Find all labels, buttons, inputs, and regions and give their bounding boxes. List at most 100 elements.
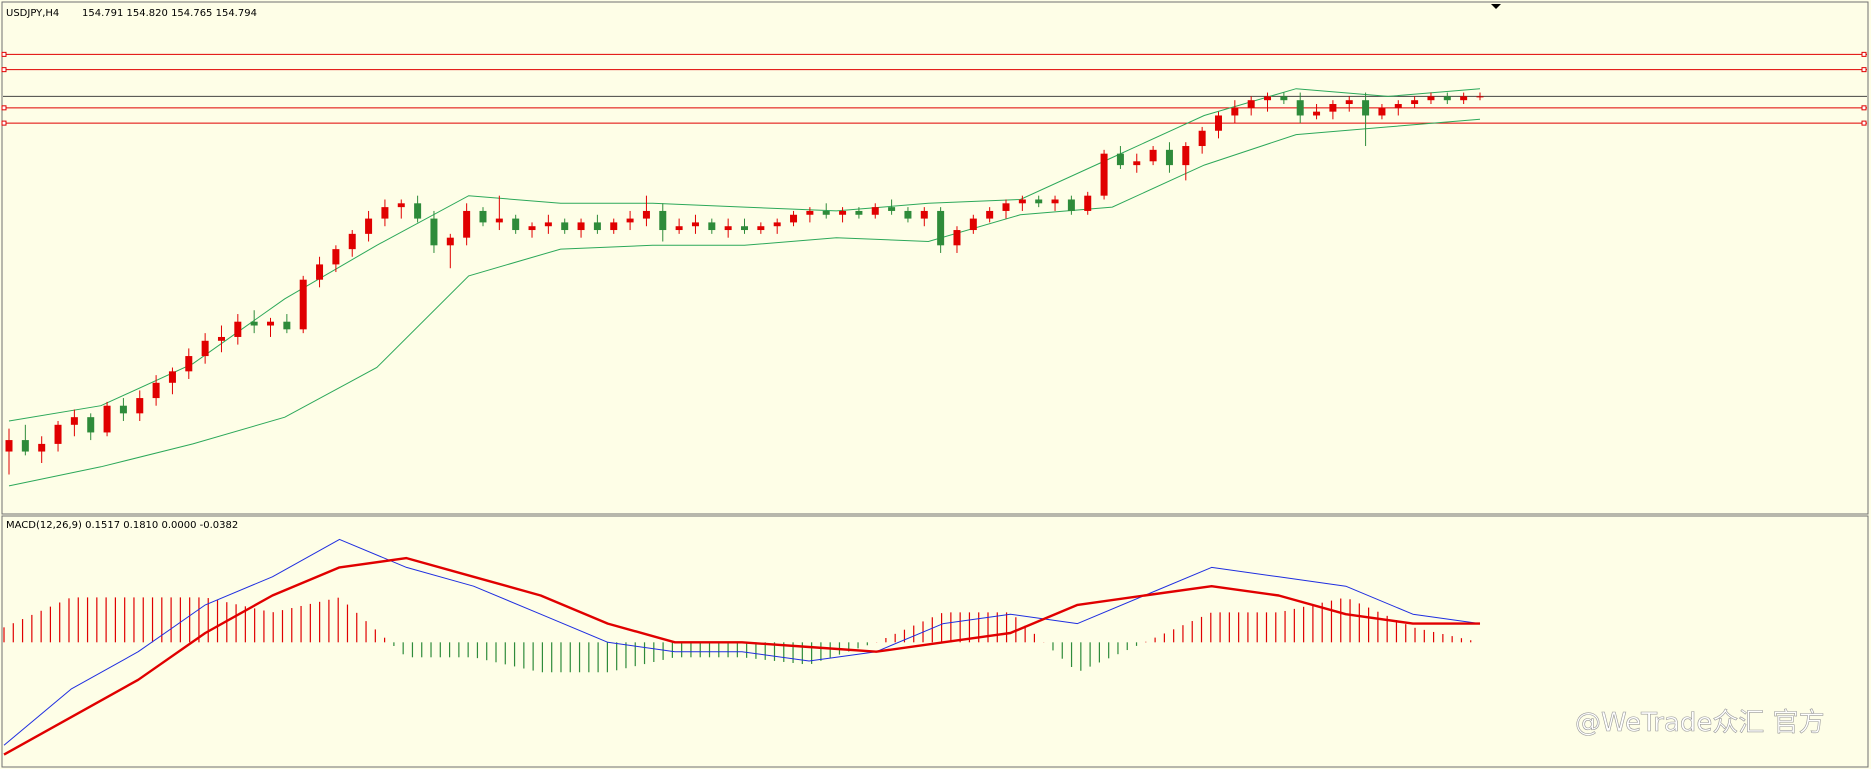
candle-body [1427, 96, 1435, 101]
level-handle [1, 120, 7, 126]
candle-body [38, 443, 46, 452]
macd-lines [3, 538, 1481, 756]
candle-body [414, 203, 422, 219]
level-handle [1, 105, 7, 111]
candle-body [103, 405, 111, 433]
candle-body [561, 222, 569, 231]
candle-body [381, 207, 389, 219]
candle-body [1067, 199, 1075, 211]
bollinger-upper-line [8, 88, 1481, 422]
candle-body [1100, 153, 1108, 196]
candle-body [1378, 107, 1386, 116]
candle-body [822, 210, 830, 215]
candle-body [1051, 199, 1059, 204]
candle-body [855, 210, 863, 215]
candle-body [430, 218, 438, 246]
candle-body [54, 424, 62, 444]
horizontal-levels [1, 51, 1867, 126]
candle-body [397, 203, 405, 208]
level-handle [1861, 105, 1867, 111]
candle-body [986, 210, 994, 219]
candle-body [1149, 149, 1157, 162]
candle-body [593, 222, 601, 231]
shift-marker-icon [1491, 4, 1501, 9]
candle-body [1443, 96, 1451, 101]
candle-body [1329, 104, 1337, 112]
candle-body [152, 382, 160, 399]
candle-body [1460, 96, 1468, 101]
candle-body [1247, 100, 1255, 108]
candle-body [512, 218, 520, 231]
candle-body [969, 218, 977, 231]
candle-body [1280, 96, 1288, 101]
candle-body [365, 218, 373, 234]
candle-body [479, 210, 487, 223]
candle-body [495, 218, 503, 223]
price-header: USDJPY,H4 [6, 8, 59, 19]
candle-body [1198, 130, 1206, 147]
macd-pane-frame [1, 515, 1869, 768]
candle-body [839, 210, 847, 215]
candle-body [1362, 100, 1370, 116]
candle-body [1313, 111, 1321, 116]
candle-body [806, 210, 814, 215]
candle-body [1035, 199, 1043, 204]
candle-body [1264, 96, 1272, 101]
candle-body [871, 207, 879, 215]
candle-body [185, 356, 193, 372]
candle-body [70, 417, 78, 425]
candle-body [1018, 199, 1026, 204]
candle-body [168, 371, 176, 383]
level-handle [1861, 51, 1867, 57]
candle-body [675, 226, 683, 231]
candle-body [283, 321, 291, 330]
signal-line [3, 556, 1480, 756]
candle-body [888, 207, 896, 211]
candle-body [446, 237, 454, 246]
watermark: @WeTrade众汇 官方 [1575, 708, 1825, 738]
candle-body [953, 230, 961, 246]
candle-body [773, 222, 781, 227]
candle-body [659, 210, 667, 231]
candle-body [610, 222, 618, 231]
candle-body [463, 210, 471, 238]
candle-body [904, 210, 912, 219]
candle-body [87, 417, 95, 433]
candle-body [1002, 203, 1010, 211]
candle-body [757, 226, 765, 231]
candle-body [348, 233, 356, 250]
candle-body [136, 398, 144, 414]
bollinger-lower-line [8, 118, 1481, 487]
candle-body [1296, 100, 1304, 116]
candle-body [790, 214, 798, 223]
candle-body [1133, 161, 1141, 166]
candles [5, 92, 1484, 475]
candle-body [577, 222, 585, 231]
bollinger-bands [8, 88, 1481, 487]
candle-body [21, 440, 29, 452]
candle-body [1165, 149, 1173, 166]
candle-body [708, 222, 716, 231]
main-pane-frame [1, 1, 1869, 515]
candle-body [920, 210, 928, 219]
candle-body [267, 321, 275, 326]
level-handle [1, 51, 7, 57]
price-ohlc: 154.791 154.820 154.765 154.794 [82, 8, 257, 19]
candle-body [1345, 100, 1353, 105]
candle-body [332, 249, 340, 265]
candle-body [1084, 195, 1092, 211]
candle-body [1231, 107, 1239, 116]
candle-body [1116, 153, 1124, 166]
candle-body [299, 279, 307, 330]
candle-body [1214, 115, 1222, 131]
candle-body [528, 226, 536, 231]
candle-body [544, 222, 552, 227]
level-handle [1, 67, 7, 73]
candle-body [1182, 146, 1190, 166]
candle-body [217, 336, 225, 341]
candle-body [250, 321, 258, 326]
candle-body [1476, 96, 1484, 98]
candle-body [691, 222, 699, 227]
candle-body [1394, 104, 1402, 108]
